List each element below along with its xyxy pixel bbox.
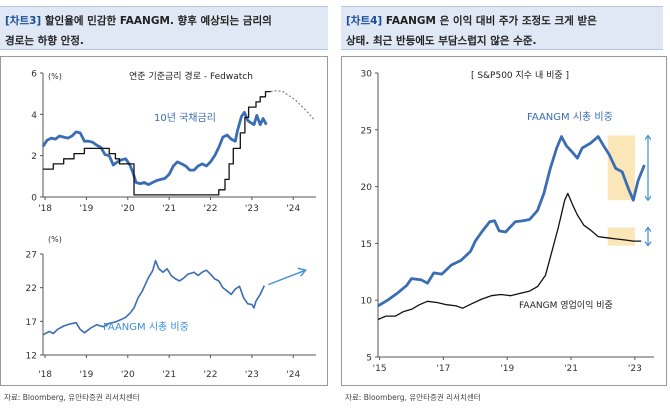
rates-x-tick-label: '20	[121, 204, 135, 214]
sp500-x-tick-label: '19	[500, 364, 514, 374]
right-header-text-1: FAANGM 은 이익 대비 주가 조정도 크게 받은	[382, 15, 597, 27]
share-unit-label: (%)	[48, 235, 62, 244]
sp500-series-line-1	[377, 192, 642, 321]
rates-y-tick-label: 6	[31, 70, 37, 80]
share-faangm-label: FAANGM 시총 비중	[103, 321, 189, 333]
share-x-tick-label: '20	[121, 370, 135, 380]
left-header-line-1: [차트3] 할인율에 민감한 FAANGM. 향후 예상되는 금리의	[5, 13, 272, 28]
sp500-y-tick-label: 20	[361, 183, 373, 193]
left-chart-header: [차트3] 할인율에 민감한 FAANGM. 향후 예상되는 금리의 경로는 하…	[0, 6, 328, 50]
left-source-note: 자료: Bloomberg, 유안타증권 리서치센터	[4, 393, 140, 402]
rates-unit-label: (%)	[48, 72, 62, 81]
share-y-tick-label: 12	[26, 352, 37, 362]
profit-range-arrow-head-top	[644, 226, 652, 232]
share-x-tick-label: '18	[38, 370, 52, 380]
right-header-line-2: 상태. 최근 반등에도 부담스럽지 않은 수준.	[346, 35, 537, 47]
left-header-text-1: 할인율에 민감한 FAANGM. 향후 예상되는 금리의	[41, 15, 272, 27]
right-chart-frame: 5 10 15 20 25 30 '15 '17 '19 '21 '23 [ S&P500 지수 내 …	[341, 56, 667, 386]
right-chart-header: [차트4] FAANGM 은 이익 대비 주가 조정도 크게 받은 상태. 최근…	[341, 6, 663, 50]
rates-y-tick-label: 2	[31, 152, 37, 162]
right-chart-svg: 5 10 15 20 25 30 '15 '17 '19 '21 '23 [ S&P500 지수 내 …	[361, 70, 654, 374]
rates-x-tick-label: '21	[162, 204, 176, 214]
right-chart-tag: [차트4]	[346, 15, 383, 27]
right-chart-panel: [차트4] FAANGM 은 이익 대비 주가 조정도 크게 받은 상태. 최근…	[341, 0, 670, 409]
sp500-x-tick-label: '15	[373, 364, 387, 374]
share-x-tick-label: '23	[245, 370, 259, 380]
share-x-tick-label: '21	[162, 370, 176, 380]
sp500-y-tick-label: 5	[366, 354, 372, 364]
share-arrow-head	[297, 267, 307, 277]
share-x-tick-label: '22	[204, 370, 218, 380]
rates-series-line-1	[43, 90, 271, 196]
rates-fedwatch-label: 연준 기준금리 경로 - Fedwatch	[129, 70, 253, 82]
highlight-range-0	[607, 135, 635, 201]
rates-series-line-2	[270, 90, 315, 120]
sp500-x-tick-label: '23	[628, 364, 642, 374]
mcap-range-arrow-head-top	[644, 134, 652, 140]
rates-y-tick-label: 0	[31, 194, 37, 204]
share-x-tick-label: '24	[286, 370, 300, 380]
share-series-line-0	[42, 259, 266, 336]
sp500-mcap-label: FAANGM 시총 비중	[527, 111, 613, 123]
sp500-y-tick-label: 15	[361, 240, 372, 250]
sp500-chart-title: [ S&P500 지수 내 비중 ]	[471, 70, 569, 81]
left-chart-tag: [차트3]	[5, 15, 42, 27]
rates-x-tick-label: '19	[79, 204, 93, 214]
left-header-line-2: 경로는 하향 안정.	[5, 35, 84, 47]
right-source-note: 자료: Bloomberg, 유안타증권 리서치센터	[345, 393, 481, 402]
share-y-tick-label: 22	[26, 284, 37, 294]
mcap-range-arrow-head-bottom	[644, 195, 652, 202]
left-chart-panel: [차트3] 할인율에 민감한 FAANGM. 향후 예상되는 금리의 경로는 하…	[0, 0, 328, 409]
right-header-line-1: [차트4] FAANGM 은 이익 대비 주가 조정도 크게 받은	[346, 13, 597, 28]
sp500-y-tick-label: 30	[361, 70, 373, 80]
rates-x-tick-label: '24	[286, 204, 300, 214]
sp500-x-tick-label: '17	[436, 364, 450, 374]
rates-x-tick-label: '23	[245, 204, 259, 214]
rates-series-line-0	[41, 110, 268, 186]
share-arrow-shaft	[268, 269, 306, 286]
left-chart-frame: 0 2 4 6 '18 '19 '20 '21 '22 '23 '24 (%) 연준 기준금리 경로 -…	[0, 56, 328, 386]
rates-10y-label: 10년 국채금리	[154, 112, 216, 124]
share-y-tick-label: 27	[26, 251, 37, 261]
rates-x-tick-label: '18	[38, 204, 52, 214]
share-x-tick-label: '19	[79, 370, 93, 380]
rates-x-tick-label: '22	[204, 204, 218, 214]
share-y-tick-label: 17	[26, 318, 37, 328]
sp500-y-tick-label: 10	[361, 297, 373, 307]
sp500-profit-label: FAANGM 영업이익 비중	[519, 299, 613, 311]
rates-y-tick-label: 4	[31, 111, 37, 121]
highlight-range-1	[607, 227, 635, 246]
sp500-series-line-0	[377, 135, 646, 308]
sp500-x-tick-label: '21	[564, 364, 578, 374]
sp500-y-tick-label: 25	[361, 126, 372, 136]
left-chart-svg: 0 2 4 6 '18 '19 '20 '21 '22 '23 '24 (%) 연준 기준금리 경로 -…	[26, 70, 316, 380]
profit-range-arrow-head-bottom	[644, 241, 652, 247]
